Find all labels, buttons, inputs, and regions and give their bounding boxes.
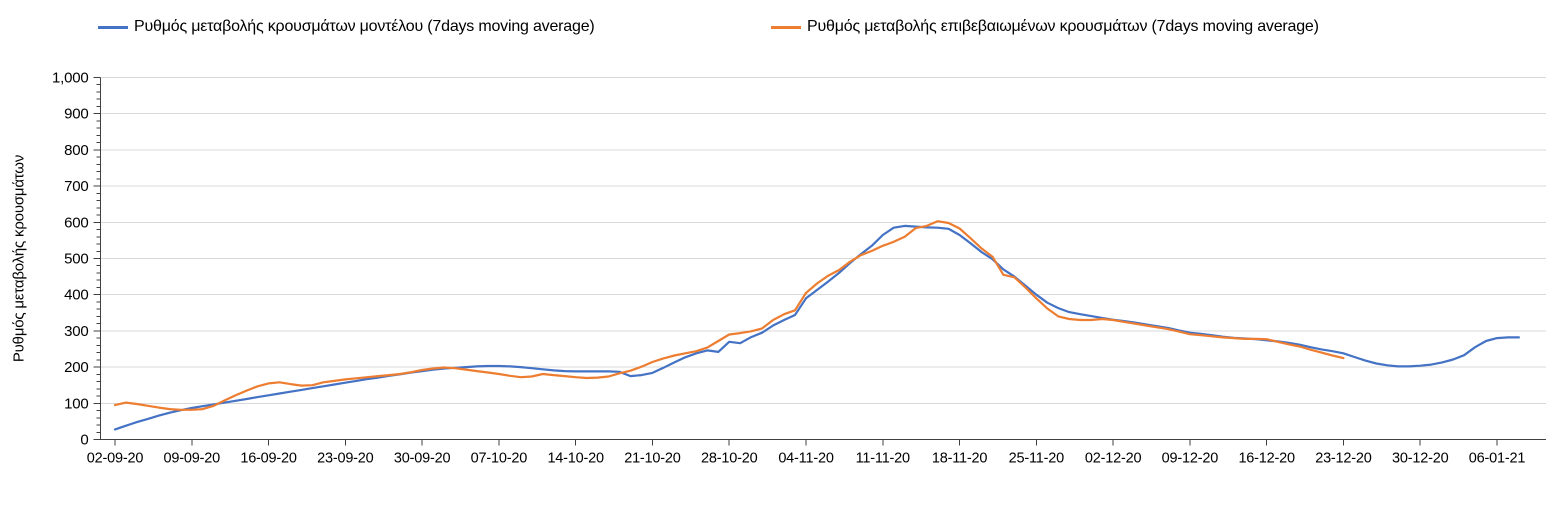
svg-text:400: 400 — [64, 287, 88, 304]
svg-text:1,000: 1,000 — [52, 70, 89, 87]
legend-line-orange-icon — [771, 25, 801, 29]
svg-text:900: 900 — [64, 106, 88, 123]
svg-text:300: 300 — [64, 323, 88, 340]
svg-text:02-09-20: 02-09-20 — [87, 451, 144, 467]
svg-text:200: 200 — [64, 359, 88, 376]
series-line-1 — [113, 220, 1345, 411]
legend-item-confirmed: Ρυθμός μεταβολής επιβεβαιωμένων κρουσμάτ… — [771, 14, 1319, 40]
svg-text:09-12-20: 09-12-20 — [1162, 451, 1219, 467]
svg-text:23-12-20: 23-12-20 — [1315, 451, 1372, 467]
svg-text:14-10-20: 14-10-20 — [547, 451, 604, 467]
gridlines — [100, 77, 1546, 404]
svg-text:09-09-20: 09-09-20 — [164, 451, 221, 467]
svg-text:30-12-20: 30-12-20 — [1392, 451, 1449, 467]
svg-text:18-11-20: 18-11-20 — [932, 451, 988, 467]
svg-text:500: 500 — [64, 251, 88, 268]
svg-text:11-11-20: 11-11-20 — [856, 451, 910, 467]
svg-text:700: 700 — [64, 178, 88, 195]
y-tick-labels: 0 100 200 300 400 500 600 700 800 900 1,000 — [52, 70, 89, 449]
svg-text:600: 600 — [64, 214, 88, 231]
svg-text:25-11-20: 25-11-20 — [1009, 451, 1065, 467]
svg-text:06-01-21: 06-01-21 — [1469, 451, 1526, 467]
svg-text:16-09-20: 16-09-20 — [240, 451, 297, 467]
svg-text:0: 0 — [80, 432, 88, 449]
svg-text:100: 100 — [64, 395, 88, 412]
svg-text:800: 800 — [64, 142, 88, 159]
svg-text:21-10-20: 21-10-20 — [624, 451, 681, 467]
series-line-0 — [113, 224, 1521, 431]
axes — [93, 77, 1546, 446]
svg-text:07-10-20: 07-10-20 — [471, 451, 528, 467]
svg-text:30-09-20: 30-09-20 — [394, 451, 451, 467]
svg-text:28-10-20: 28-10-20 — [701, 451, 758, 467]
x-tick-labels: 02-09-20 09-09-20 16-09-20 23-09-20 30-09-20… — [87, 451, 1526, 467]
legend-label-model: Ρυθμός μεταβολής κρουσμάτων μοντέλου (7d… — [134, 18, 595, 35]
svg-text:16-12-20: 16-12-20 — [1238, 451, 1295, 467]
chart-legend: Ρυθμός μεταβολής κρουσμάτων μοντέλου (7d… — [0, 14, 1557, 40]
legend-label-confirmed: Ρυθμός μεταβολής επιβεβαιωμένων κρουσμάτ… — [807, 18, 1319, 35]
svg-text:04-11-20: 04-11-20 — [778, 451, 834, 467]
svg-text:02-12-20: 02-12-20 — [1085, 451, 1142, 467]
legend-item-model: Ρυθμός μεταβολής κρουσμάτων μοντέλου (7d… — [98, 14, 595, 40]
legend-line-blue-icon — [98, 25, 128, 29]
svg-text:23-09-20: 23-09-20 — [317, 451, 374, 467]
